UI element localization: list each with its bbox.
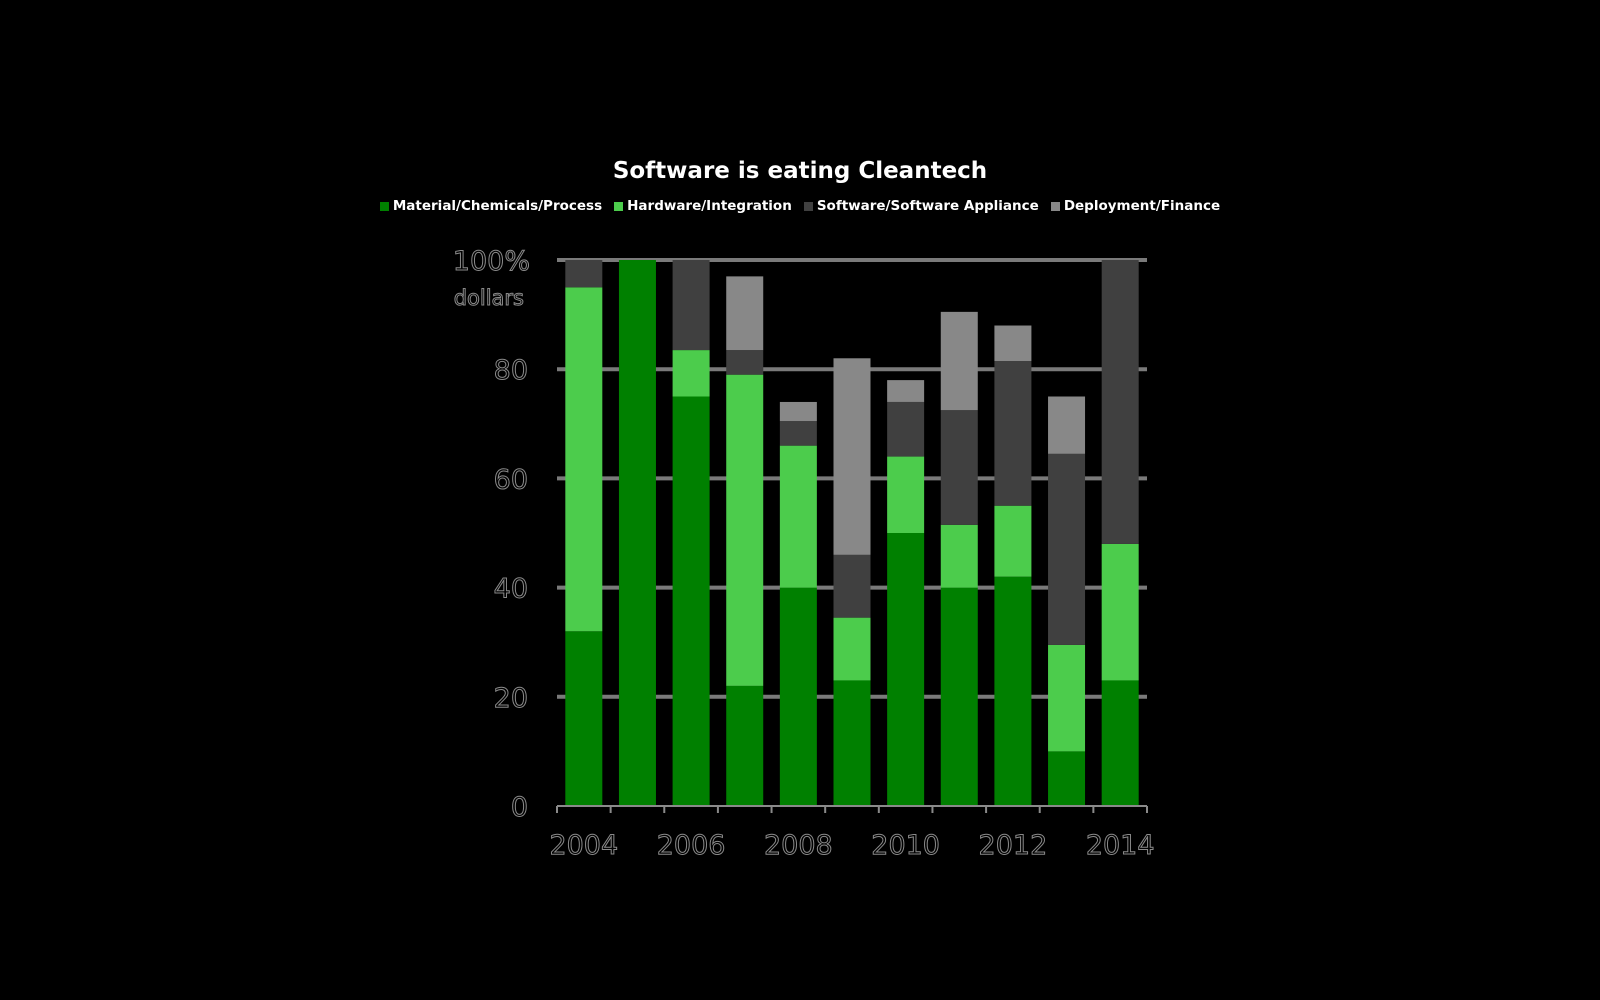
bar-segment [833, 617, 871, 681]
bar-segment [940, 410, 978, 525]
legend-label-hardware: Hardware/Integration [627, 198, 792, 214]
x-tick-label: 2010 [871, 830, 940, 861]
bar-segment [726, 374, 764, 686]
bar-segment [887, 533, 925, 806]
y-tick-label: 80 [494, 355, 528, 386]
bar-segment [994, 505, 1032, 577]
bar-segment [940, 587, 978, 806]
chart-title: Software is eating Cleantech [612, 158, 988, 184]
bar-segment [779, 401, 817, 422]
x-tick-label: 2004 [549, 830, 618, 861]
legend-item-software: Software/Software Appliance [803, 198, 1039, 214]
bar-segment [672, 350, 710, 397]
bar-segment [726, 685, 764, 806]
bar-segment [726, 276, 764, 351]
bar-segment [672, 396, 710, 806]
bar-segment [672, 260, 710, 351]
legend-swatch-deployment [1050, 201, 1060, 211]
x-tick-label: 2008 [764, 830, 833, 861]
legend-item-hardware: Hardware/Integration [614, 198, 792, 214]
bar-segment [1101, 260, 1139, 544]
bar-segment [833, 680, 871, 806]
bar-segment [779, 445, 817, 588]
bar-segment [565, 631, 603, 806]
legend-label-deployment: Deployment/Finance [1063, 198, 1221, 214]
bar-segment [1048, 751, 1086, 806]
bar-segment [565, 287, 603, 632]
bar-segment [994, 325, 1032, 362]
y-tick-label: 20 [494, 683, 528, 714]
legend-swatch-software [803, 201, 813, 211]
bar-segment [1048, 396, 1086, 454]
legend-item-material: Material/Chemicals/Process [379, 198, 603, 214]
bar-segment [833, 358, 871, 555]
bar-segment [565, 260, 603, 288]
bar-segment [940, 524, 978, 588]
bar-segment [994, 576, 1032, 806]
bar-segment [779, 587, 817, 806]
bar-segment [887, 380, 925, 402]
legend-label-material: Material/Chemicals/Process [392, 198, 603, 214]
bar-segment [887, 456, 925, 533]
legend-label-software: Software/Software Appliance [816, 198, 1039, 214]
legend: Material/Chemicals/Process Hardware/Inte… [0, 198, 1600, 214]
y-tick-label: 0 [511, 792, 528, 823]
bar-segment [1101, 543, 1139, 681]
y-tick-label-100: 100% [453, 246, 530, 277]
bar-segment [887, 401, 925, 457]
bar-segment [833, 554, 871, 618]
legend-item-deployment: Deployment/Finance [1050, 198, 1221, 214]
x-tick-label: 2012 [979, 830, 1048, 861]
y-axis-unit: dollars [454, 286, 524, 310]
bar-segment [1048, 644, 1086, 752]
bar-segment [940, 311, 978, 411]
bar-segment [1101, 680, 1139, 806]
x-tick-label: 2014 [1086, 830, 1155, 861]
y-tick-label: 60 [494, 464, 528, 495]
bar-segment [618, 260, 656, 806]
bar-segment [1048, 453, 1086, 645]
bar-segment [994, 361, 1032, 506]
legend-swatch-hardware [614, 201, 624, 211]
legend-swatch-material [379, 201, 389, 211]
bar-segment [726, 350, 764, 375]
x-tick-label: 2006 [657, 830, 726, 861]
y-tick-label: 40 [494, 574, 528, 605]
bar-segment [779, 421, 817, 446]
